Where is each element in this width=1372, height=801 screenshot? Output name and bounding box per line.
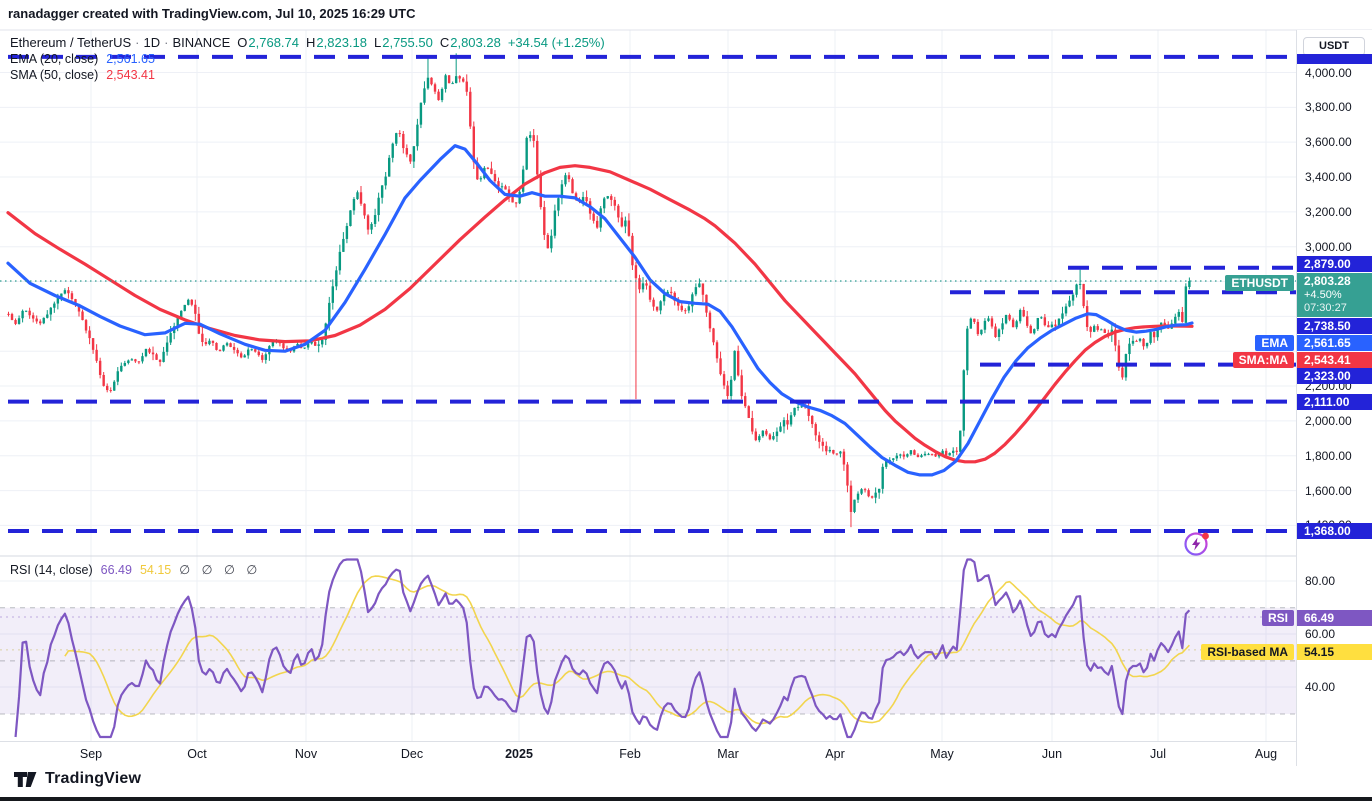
tradingview-logo-icon — [14, 771, 37, 787]
close-label: C — [439, 35, 450, 50]
time-label-jul: Jul — [1150, 747, 1166, 761]
rsi-value-badge: 66.49 — [1297, 610, 1372, 626]
price-tick: 4,000.00 — [1305, 65, 1352, 80]
time-label-apr: Apr — [825, 747, 845, 761]
level-badge-1368: 1,368.00 — [1297, 523, 1372, 539]
low-label: L — [374, 35, 382, 50]
time-label-sep: Sep — [79, 747, 103, 761]
sma-label: SMA:MA — [1232, 352, 1294, 368]
time-label-mar: Mar — [717, 747, 739, 761]
sma-value-badge: 2,543.41 — [1297, 352, 1372, 368]
rsi-tick: 80.00 — [1305, 574, 1336, 588]
rsi-ma-value-badge: 54.15 — [1297, 644, 1372, 660]
ema-value-badge: 2,561.65 — [1297, 335, 1372, 351]
time-label-dec: Dec — [400, 747, 424, 761]
open-value: 2,768.74 — [248, 35, 299, 50]
level-badge-2738: 2,738.50 — [1297, 318, 1372, 334]
rsi-legend-label[interactable]: RSI (14, close) — [10, 563, 93, 577]
time-label-oct: Oct — [187, 747, 207, 761]
rsi-label: RSI — [1261, 610, 1294, 626]
bar-countdown: 07:30:27 — [1304, 302, 1347, 314]
price-tick: 3,000.00 — [1305, 239, 1352, 254]
rsi-legend-value: 66.49 — [100, 563, 132, 577]
time-label-nov: Nov — [294, 747, 318, 761]
price-tick: 2,000.00 — [1305, 413, 1352, 428]
time-label-aug: Aug — [1254, 747, 1278, 761]
exchange[interactable]: BINANCE — [172, 35, 231, 50]
alert-lightning-icon[interactable] — [1180, 527, 1214, 561]
footer-watermark[interactable]: TradingView — [14, 770, 141, 788]
time-label-2025: 2025 — [505, 747, 533, 761]
ema-legend-row: EMA (20, close) 2,561.65 — [10, 51, 605, 67]
price-tick: 1,800.00 — [1305, 448, 1352, 463]
bottom-border-bar — [0, 797, 1372, 801]
time-label-jun: Jun — [1041, 747, 1063, 761]
change-value: +34.54 (+1.25%) — [507, 35, 605, 50]
attribution-text: ranadagger created with TradingView.com,… — [8, 6, 416, 21]
symbol-row: Ethereum / TetherUS · 1D · BINANCE O2,768.74 H… — [10, 35, 605, 50]
ema-legend-label[interactable]: EMA (20, close) — [10, 52, 99, 66]
rsi-legend: RSI (14, close) 66.49 54.15 ∅ ∅ ∅ ∅ — [10, 562, 261, 577]
rsi-tick: 40.00 — [1305, 680, 1336, 694]
level-badge-2111: 2,111.00 — [1297, 394, 1372, 410]
current-price-badge: 2,803.28 +4.50% 07:30:27 — [1297, 273, 1372, 317]
time-axis[interactable]: Sep Oct Nov Dec 2025 Feb Mar Apr May Jun Jul Aug — [0, 741, 1372, 767]
sma-legend-row: SMA (50, close) 2,543.41 — [10, 67, 605, 83]
main-legend: Ethereum / TetherUS · 1D · BINANCE O2,768.74 H… — [10, 35, 605, 83]
current-change-pct: +4.50% — [1304, 289, 1342, 301]
price-scale[interactable]: USDT 4,000.00 3,800.00 3,600.00 3,400.00 3,2… — [1296, 30, 1372, 766]
interval[interactable]: 1D — [143, 35, 161, 50]
ema-legend-value: 2,561.65 — [106, 52, 155, 66]
price-tick: 1,600.00 — [1305, 483, 1352, 498]
symbol-price-label: ETHUSDT — [1225, 275, 1294, 291]
high-label: H — [306, 35, 316, 50]
level-badge-2323: 2,323.00 — [1297, 368, 1372, 384]
rsi-ma-legend-value: 54.15 — [139, 563, 172, 577]
rsi-ma-label: RSI-based MA — [1201, 644, 1294, 660]
open-label: O — [237, 35, 248, 50]
price-tick: 3,200.00 — [1305, 204, 1352, 219]
price-tick: 3,600.00 — [1305, 135, 1352, 150]
rsi-tick: 60.00 — [1305, 627, 1336, 641]
current-price: 2,803.28 — [1304, 274, 1351, 288]
ema-label: EMA — [1255, 335, 1294, 351]
price-tick: 3,400.00 — [1305, 170, 1352, 185]
symbol-title[interactable]: Ethereum / TetherUS — [10, 35, 132, 50]
time-label-feb: Feb — [619, 747, 641, 761]
currency-toggle-button[interactable]: USDT — [1303, 37, 1365, 56]
clipped-level-badge — [1297, 54, 1372, 64]
time-label-may: May — [930, 747, 954, 761]
price-tick: 3,800.00 — [1305, 100, 1352, 115]
close-value: 2,803.28 — [450, 35, 501, 50]
sma-legend-label[interactable]: SMA (50, close) — [10, 68, 99, 82]
high-value: 2,823.18 — [316, 35, 367, 50]
low-value: 2,755.50 — [382, 35, 433, 50]
rsi-empty-slots: ∅ ∅ ∅ ∅ — [179, 563, 262, 577]
sma-legend-value: 2,543.41 — [106, 68, 155, 82]
tradingview-brand-text: TradingView — [45, 770, 142, 787]
level-badge-2879: 2,879.00 — [1297, 256, 1372, 272]
